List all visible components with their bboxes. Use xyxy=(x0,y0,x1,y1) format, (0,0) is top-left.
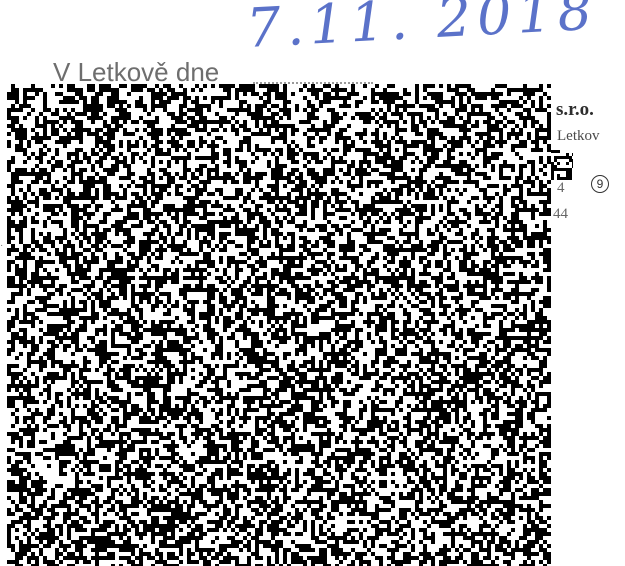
redacted-fragment xyxy=(551,150,575,180)
dotted-line xyxy=(253,82,373,84)
stamp-place-text: Letkov xyxy=(557,128,600,144)
stamp-fragment-2: 44 xyxy=(553,206,568,222)
place-date-label: V Letkově dne xyxy=(53,57,220,87)
handwritten-date: 7.11. 2018 xyxy=(244,0,600,60)
stamp-company-suffix: s.r.o. xyxy=(556,99,594,120)
stamp-fragment-1: 4 xyxy=(557,180,565,196)
redacted-signature-area xyxy=(7,84,551,566)
stamp-circled-number: 9 xyxy=(591,175,609,193)
edge-mark: · xyxy=(0,240,4,251)
noise-pattern xyxy=(7,84,551,566)
